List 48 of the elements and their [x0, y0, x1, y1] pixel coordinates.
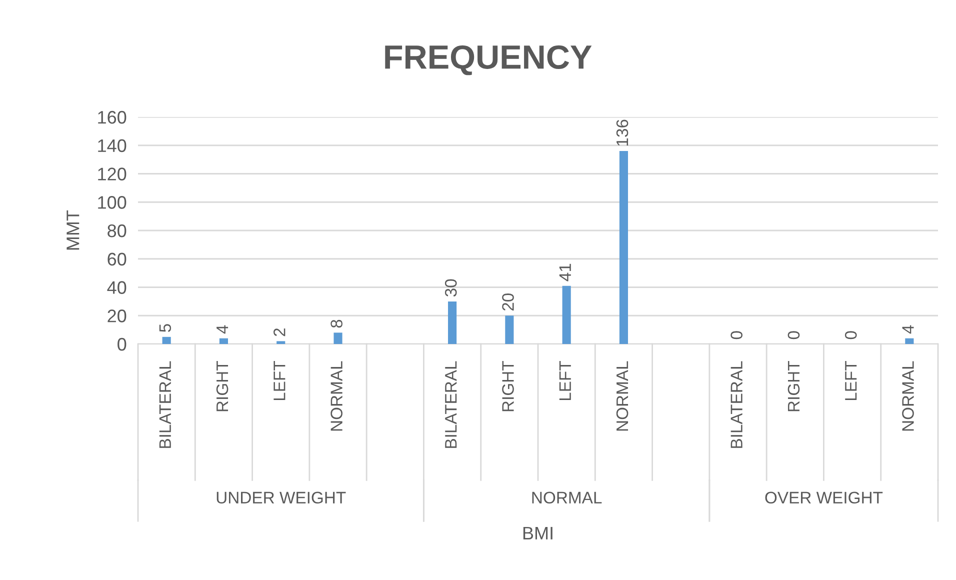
data-label: 8: [330, 320, 342, 328]
bar: [334, 332, 342, 344]
bar: [162, 336, 171, 344]
bar: [562, 286, 571, 344]
bar: [905, 338, 914, 344]
y-tick-label: 0: [118, 338, 126, 351]
y-tick-label: 160: [98, 110, 126, 124]
x-tick-label: RIGHT: [788, 361, 800, 412]
text: UNDER WEIGHT: [216, 492, 346, 504]
data-label: 4: [902, 325, 914, 334]
y-tick-label: 60: [108, 252, 126, 266]
data-label: 0: [844, 331, 857, 340]
y-axis-title: MMT: [66, 210, 80, 250]
x-tick-label: RIGHT: [502, 361, 514, 412]
data-label: 30: [444, 279, 457, 297]
bar: [619, 151, 628, 344]
y-tick-label: 100: [98, 196, 126, 209]
text: NORMAL: [532, 492, 602, 504]
x-tick-label: LEFT: [845, 361, 857, 400]
data-label: 5: [159, 324, 172, 332]
y-tick-label: 20: [108, 310, 126, 322]
y-tick-label: 120: [98, 168, 126, 180]
data-label: 4: [216, 325, 228, 334]
chart-title: FREQUENCY: [385, 45, 592, 76]
x-tick-label: BILATERAL: [445, 361, 457, 448]
x-tick-label: BILATERAL: [159, 361, 171, 448]
bar: [505, 316, 514, 344]
y-tick-label: 140: [98, 139, 126, 152]
data-label: 0: [788, 331, 800, 340]
data-label: 0: [730, 331, 742, 340]
bar: [276, 341, 286, 344]
data-label: 2: [274, 328, 286, 336]
x-tick-label: NORMAL: [330, 361, 342, 431]
x-tick-label: BILATERAL: [730, 361, 742, 448]
x-tick-label: LEFT: [559, 361, 571, 400]
data-label: 20: [502, 293, 514, 311]
x-tick-label: RIGHT: [216, 361, 228, 412]
x-tick-label: NORMAL: [902, 361, 914, 431]
x-axis-title: BMI: [523, 526, 552, 540]
text: OVER WEIGHT: [765, 492, 883, 504]
x-tick-label: LEFT: [274, 361, 286, 400]
bar: [448, 301, 457, 344]
y-tick-label: 80: [108, 224, 126, 238]
x-tick-label: NORMAL: [616, 361, 628, 431]
data-label: 136: [616, 120, 628, 146]
bar: [219, 338, 228, 344]
y-tick-label: 40: [107, 281, 126, 294]
data-label: 41: [559, 264, 571, 282]
